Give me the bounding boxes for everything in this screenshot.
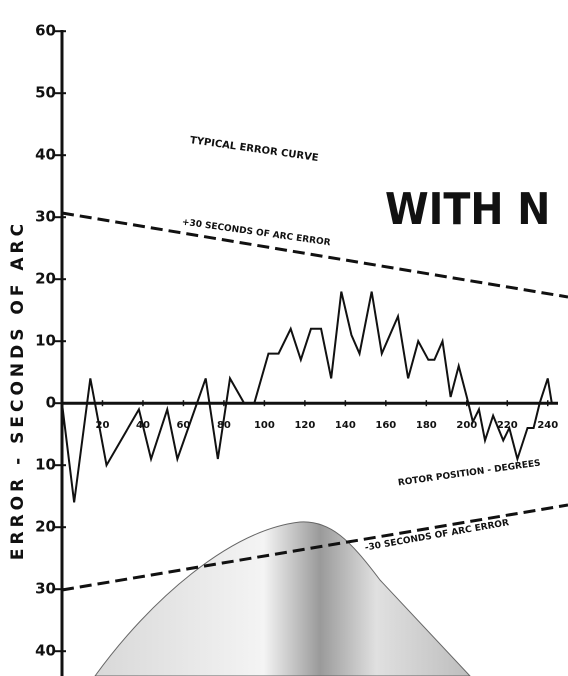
y-tick-label: 60 — [35, 22, 56, 40]
x-tick-label: 240 — [537, 420, 558, 431]
upper-limit-line — [61, 211, 568, 299]
x-tick-label: 80 — [217, 420, 231, 431]
y-tick-label: 20 — [35, 270, 56, 288]
y-axis-label: ERROR - SECONDS OF ARC — [8, 220, 28, 560]
y-tick-label: 40 — [35, 642, 56, 660]
y-tick-label: 10 — [35, 456, 56, 474]
y-tick-label: 20 — [35, 518, 56, 536]
x-tick-label: 100 — [254, 420, 275, 431]
headline: WITH N — [385, 184, 550, 235]
y-tick-label: 30 — [35, 580, 56, 598]
y-tick-label: 0 — [46, 394, 56, 412]
error-curve — [61, 291, 553, 503]
y-tick-label: 30 — [35, 208, 56, 226]
lower-limit-line — [61, 503, 568, 592]
x-tick-label: 180 — [416, 420, 437, 431]
y-tick-label: 10 — [35, 332, 56, 350]
x-axis-label: ROTOR POSITION - DEGREES — [397, 459, 541, 489]
x-tick-label: 200 — [456, 420, 477, 431]
x-tick-label: 140 — [335, 420, 356, 431]
x-tick-label: 220 — [497, 420, 518, 431]
y-tick-label: 50 — [35, 84, 56, 102]
rotor-illustration — [94, 521, 471, 676]
x-tick-label: 160 — [375, 420, 396, 431]
y-tick-label: 40 — [35, 146, 56, 164]
x-tick-label: 120 — [294, 420, 315, 431]
x-tick-label: 20 — [96, 420, 110, 431]
x-tick-label: 60 — [176, 420, 190, 431]
curve-title: TYPICAL ERROR CURVE — [189, 135, 319, 164]
upper-limit-label: +30 SECONDS OF ARC ERROR — [181, 218, 331, 249]
